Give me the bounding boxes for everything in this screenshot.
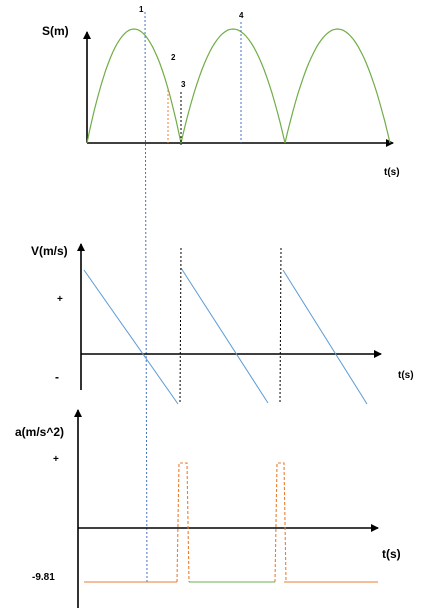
position-x-label: t(s) <box>384 167 400 178</box>
velocity-positive-label: + <box>57 294 63 305</box>
velocity-negative-label: - <box>55 370 59 384</box>
velocity-segment-1 <box>83 269 179 405</box>
marker-label-2: 2 <box>171 53 176 62</box>
acceleration-graph: a(m/s^2) t(s) + -9.81 <box>15 409 401 608</box>
velocity-x-label: t(s) <box>398 370 414 381</box>
acceleration-value-label: -9.81 <box>32 572 55 583</box>
velocity-y-label: V(m/s) <box>31 244 68 258</box>
position-y-label: S(m) <box>42 24 69 38</box>
position-curve <box>86 28 391 144</box>
marker-label-3: 3 <box>181 80 186 89</box>
velocity-segment-2 <box>180 267 269 404</box>
acceleration-positive-label: + <box>53 454 59 465</box>
acceleration-impulses <box>176 462 287 583</box>
velocity-segment-3 <box>282 269 368 405</box>
guide-line-1 <box>144 11 148 584</box>
velocity-jump-1 <box>179 247 182 404</box>
position-graph: S(m) t(s) 1 2 3 4 <box>42 5 400 178</box>
marker-label-1: 1 <box>139 5 144 14</box>
acceleration-x-label: t(s) <box>382 547 401 561</box>
acceleration-y-label: a(m/s^2) <box>15 425 64 439</box>
velocity-graph: V(m/s) t(s) + - <box>31 243 414 405</box>
velocity-jump-2 <box>279 247 282 404</box>
marker-label-4: 4 <box>239 11 244 20</box>
